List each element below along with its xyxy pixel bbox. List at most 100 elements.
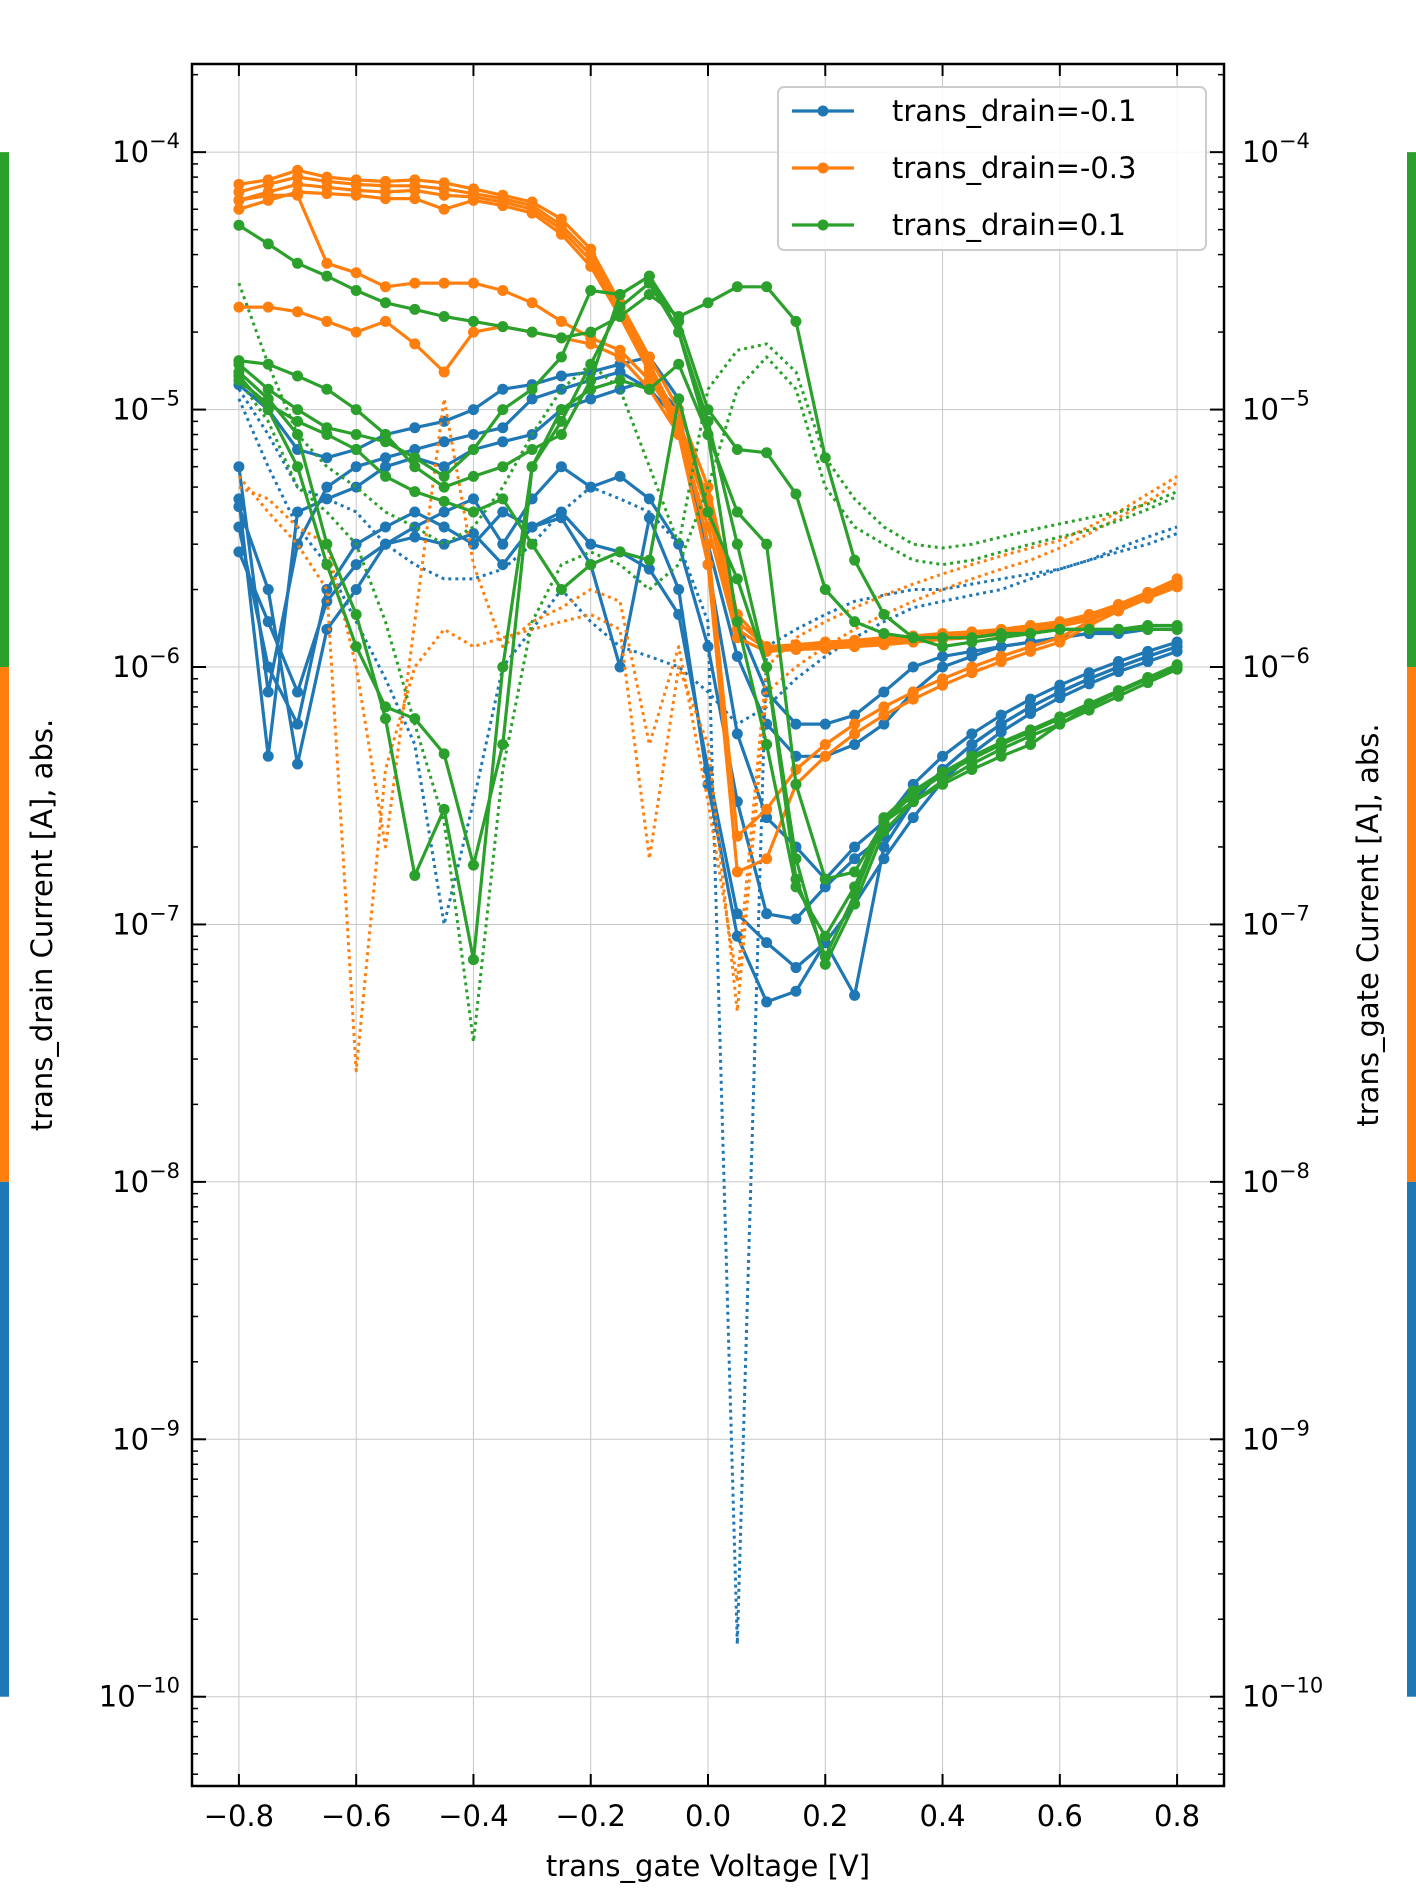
data-point	[497, 200, 509, 212]
data-point	[409, 443, 421, 455]
data-point	[321, 481, 333, 493]
data-point	[790, 315, 802, 327]
data-point	[995, 627, 1007, 639]
data-point	[233, 203, 245, 215]
data-point	[380, 713, 391, 725]
data-point	[761, 538, 773, 550]
data-point	[321, 257, 333, 269]
data-point	[555, 429, 567, 441]
data-point	[761, 281, 773, 293]
data-point	[731, 616, 743, 628]
data-point	[350, 584, 362, 596]
data-point	[995, 656, 1007, 668]
data-point	[262, 584, 274, 596]
data-point	[614, 351, 626, 363]
data-point	[1112, 685, 1124, 697]
y-tick-label: 10−9	[112, 1416, 180, 1456]
data-point	[937, 750, 949, 762]
series-22	[237, 282, 1178, 550]
series-21	[233, 358, 1183, 942]
data-point	[467, 277, 479, 289]
data-point	[849, 989, 861, 1001]
data-point	[966, 667, 978, 679]
data-point	[467, 859, 479, 871]
y-tick-label: 10−8	[112, 1159, 180, 1199]
data-point	[849, 641, 861, 653]
legend-item: trans_drain=0.1	[792, 208, 1126, 242]
data-point	[321, 452, 333, 464]
data-point	[643, 374, 655, 386]
data-point	[497, 321, 509, 333]
data-point	[438, 277, 450, 289]
data-point	[555, 370, 567, 382]
x-tick-label: 0.0	[685, 1799, 731, 1833]
data-point	[262, 750, 274, 762]
series-14	[237, 475, 1178, 1073]
data-point	[907, 632, 919, 644]
data-point	[849, 866, 861, 878]
data-point	[731, 930, 743, 942]
data-point	[585, 383, 597, 395]
data-point	[643, 366, 655, 378]
data-point	[702, 429, 714, 441]
side-color-bars	[0, 152, 1416, 1697]
data-point	[761, 447, 773, 459]
data-point	[702, 778, 714, 790]
data-point	[995, 718, 1007, 730]
data-point	[555, 332, 567, 344]
data-point	[321, 315, 333, 327]
data-point	[995, 736, 1007, 748]
data-point	[995, 641, 1007, 653]
data-point	[526, 443, 538, 455]
data-point	[409, 521, 421, 533]
data-point	[380, 436, 391, 448]
data-point	[878, 718, 890, 730]
data-point	[995, 709, 1007, 721]
y-tick-label-right: 10−10	[1242, 1674, 1323, 1714]
data-point	[555, 351, 567, 363]
data-point	[1054, 623, 1066, 635]
legend-marker	[817, 162, 829, 174]
data-point	[350, 285, 362, 297]
data-point	[614, 546, 626, 558]
data-point	[438, 310, 450, 322]
data-point	[233, 501, 245, 513]
legend-item: trans_drain=-0.1	[792, 94, 1136, 128]
y-tick-label: 10−10	[99, 1674, 180, 1714]
data-point	[350, 608, 362, 620]
data-point	[262, 404, 274, 416]
data-point	[731, 281, 743, 293]
y-tick-label-right: 10−4	[1242, 129, 1310, 169]
data-point	[438, 470, 450, 482]
data-point	[526, 521, 538, 533]
data-point	[585, 326, 597, 338]
data-point	[819, 873, 831, 885]
data-point	[1112, 623, 1124, 635]
data-point	[878, 812, 890, 824]
data-point	[878, 639, 890, 651]
data-point	[790, 643, 802, 655]
data-point	[849, 728, 861, 740]
axis-ticks: −0.8 −0.6 −0.4 −0.2 0.0 0.2 0.4 0.6 0.8 10−4 10−4 1…	[99, 64, 1323, 1833]
data-point	[819, 718, 831, 730]
data-point	[350, 443, 362, 455]
data-point	[731, 728, 743, 740]
data-point	[937, 775, 949, 787]
data-point	[292, 461, 304, 473]
data-point	[438, 189, 450, 201]
data-point	[585, 260, 597, 272]
left-color-bar-2	[0, 1181, 9, 1697]
data-point	[790, 913, 802, 925]
data-point	[497, 383, 509, 395]
data-point	[1025, 627, 1036, 639]
data-point	[585, 393, 597, 405]
data-point	[292, 718, 304, 730]
data-point	[292, 686, 304, 698]
data-point	[262, 178, 274, 190]
right-color-bar-0	[1407, 152, 1416, 668]
data-point	[292, 306, 304, 318]
series-line-23	[237, 355, 1178, 1044]
data-point	[937, 661, 949, 673]
data-point	[409, 277, 421, 289]
left-color-bar-0	[0, 152, 9, 668]
